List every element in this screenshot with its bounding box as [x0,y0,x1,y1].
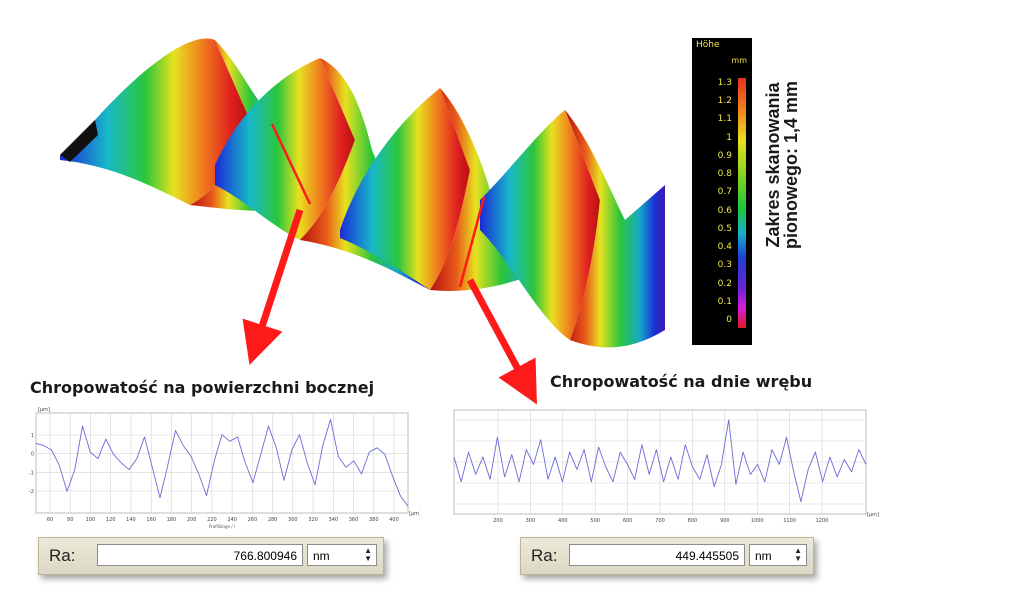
colorbar-tick-label: 0.6 [717,205,732,216]
roughness-profile-line [453,419,867,503]
ra-unit-text: nm [755,549,772,563]
colorbar-tick-label: 0.5 [717,223,732,234]
x-tick-label: 200 [187,517,197,523]
x-tick-label: 260 [248,517,258,523]
ra-label: Ra: [49,546,76,565]
groove-bottom-profile-chart: 200 300 400 500 600 700 800 900 1000 1100 1200 [µm] [453,409,879,524]
x-tick-label: 400 [558,518,568,524]
x-tick-label: 900 [720,518,730,524]
side-surface-roughness-caption: Chropowatość na powierzchni bocznej [30,378,375,397]
x-unit-label: [µm] [409,511,420,517]
y-tick-label: -1 [29,470,34,476]
ra-label: Ra: [531,546,558,565]
surface-3d-image [60,38,665,348]
colorbar-gradient [738,78,746,328]
x-tick-label: 300 [288,517,298,523]
colorbar-tick-label: 1 [726,132,732,143]
x-tick-label: 400 [389,517,399,523]
ra-value-field[interactable]: 766.800946 [97,544,303,566]
x-tick-label: 300 [526,518,536,524]
x-tick-label: 360 [349,517,359,523]
x-tick-label: 380 [369,517,379,523]
ra-value-field[interactable]: 449.445505 [569,544,745,566]
x-tick-label: 220 [207,517,217,523]
x-tick-label: 320 [308,517,318,523]
colorbar-tick-label: 0.7 [717,187,732,198]
x-tick-label: 1200 [816,518,829,524]
groove-bottom-roughness-caption: Chropowatość na dnie wrębu [550,372,813,391]
roughness-profile-line [35,419,409,507]
ra-unit-text: nm [313,549,330,563]
x-tick-label: 80 [67,517,73,523]
spinner-arrows-icon[interactable]: ▲ ▼ [364,546,372,563]
x-axis-label: Profillänge / l [209,524,235,529]
ra-unit-select[interactable]: nm ▲ ▼ [749,544,807,566]
colorbar-tick-label: 0.8 [717,169,732,180]
colorbar-tick-label: 0 [726,315,732,325]
colorbar-title: Höhe [696,40,720,50]
x-tick-label: 1000 [751,518,764,524]
ra-unit-select[interactable]: nm ▲ ▼ [307,544,377,566]
x-tick-label: 100 [86,517,96,523]
x-tick-label: 280 [268,517,278,523]
x-tick-label: 1100 [783,518,796,524]
x-tick-label: 800 [688,518,698,524]
plot-frame [35,412,409,514]
y-unit-label: [µm] [38,407,50,413]
height-color-scale: Höhe mm 1.3 1.2 1.1 1 0.9 0.8 0.7 0.6 0.5 0.4 0.3 0… [692,38,752,345]
colorbar-tick-label: 0.3 [717,260,732,271]
colorbar-tick-label: 0.2 [717,278,732,289]
x-tick-label: 140 [126,517,136,523]
x-unit-label: [µm] [867,512,879,518]
colorbar-unit: mm [731,56,747,65]
x-tick-label: 180 [167,517,177,523]
x-tick-label: 60 [47,517,53,523]
x-tick-label: 600 [623,518,633,524]
x-tick-label: 120 [106,517,116,523]
colorbar-tick-label: 0.9 [717,150,732,161]
colorbar-tick-label: 0.4 [717,242,732,253]
colorbar-tick-label: 0.1 [717,296,732,307]
spinner-arrows-icon[interactable]: ▲ ▼ [794,546,802,563]
x-tick-label: 200 [493,518,503,524]
x-tick-label: 700 [655,518,665,524]
ra-readout-side-surface: Ra: 766.800946 nm ▲ ▼ [38,537,384,575]
y-tick-label: 0 [31,452,34,458]
x-tick-label: 240 [227,517,237,523]
y-tick-label: -2 [29,489,34,495]
x-tick-label: 340 [329,517,339,523]
side-surface-profile-chart: 60 80 100 120 140 160 180 200 220 240 260 280 300 320… [29,407,420,529]
y-tick-label: 1 [31,433,34,439]
ra-readout-groove-bottom: Ra: 449.445505 nm ▲ ▼ [520,537,814,575]
colorbar-tick-label: 1.1 [717,114,732,125]
colorbar-tick-label: 1.2 [717,96,732,107]
x-tick-label: 160 [146,517,156,523]
vertical-scan-range-caption: Zakres skanowania pionowego: 1,4 mm [763,81,801,250]
x-tick-label: 500 [590,518,600,524]
colorbar-tick-label: 1.3 [717,78,732,88]
